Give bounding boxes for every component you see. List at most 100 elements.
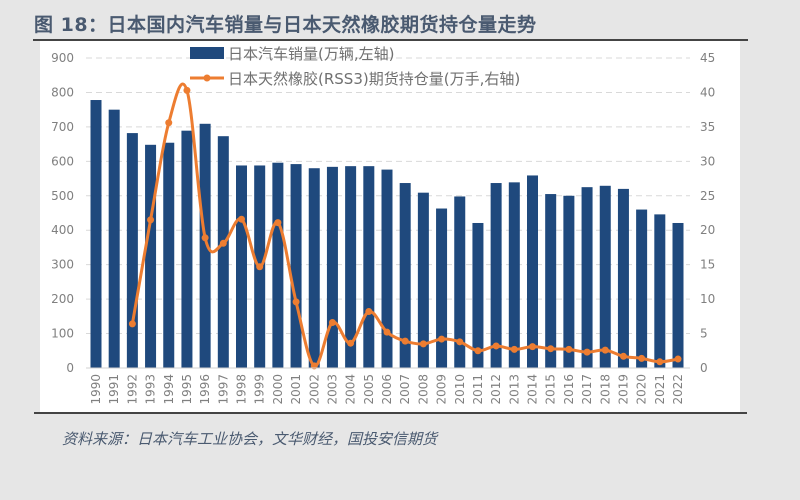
x-axis-tick: 2010 [453, 374, 467, 405]
line-marker [474, 347, 482, 355]
bar [654, 214, 666, 368]
bar [90, 100, 102, 369]
x-axis-tick: 2018 [598, 374, 612, 405]
line-marker [347, 339, 355, 347]
bar [636, 209, 648, 368]
bar [508, 182, 520, 368]
bar [472, 222, 484, 368]
line-marker [547, 345, 555, 353]
x-axis-tick: 1993 [144, 374, 158, 405]
x-axis-tick: 2016 [562, 374, 576, 405]
line-marker [383, 328, 391, 336]
legend-label-line: 日本天然橡胶(RSS3)期货持仓量(万手,右轴) [228, 70, 520, 88]
left-axis-tick: 200 [51, 292, 74, 306]
line-marker [565, 345, 573, 353]
x-axis-tick: 2013 [507, 374, 521, 405]
left-axis-tick: 900 [51, 51, 74, 65]
line-marker [365, 308, 373, 316]
right-axis-tick: 15 [700, 258, 715, 272]
right-axis-tick: 20 [700, 223, 715, 237]
legend-marker [203, 74, 211, 82]
bar [108, 109, 120, 369]
line-marker [510, 345, 518, 353]
bar [126, 133, 138, 368]
right-axis-tick: 35 [700, 120, 715, 134]
line-marker [219, 239, 227, 247]
x-axis-tick: 2000 [271, 374, 285, 405]
x-axis-tick: 1991 [107, 374, 121, 405]
x-axis-tick: 2007 [398, 374, 412, 405]
left-axis-tick: 300 [51, 258, 74, 272]
bar [599, 185, 611, 368]
line-marker [456, 338, 464, 346]
bar [326, 166, 338, 368]
left-axis-tick: 500 [51, 189, 74, 203]
line-marker [492, 342, 500, 350]
line-marker [419, 340, 427, 348]
x-axis-tick: 2012 [489, 374, 503, 405]
bar [199, 123, 211, 369]
left-axis-tick: 600 [51, 154, 74, 168]
x-axis-tick: 2011 [471, 374, 485, 405]
line-marker [328, 319, 336, 327]
bar [490, 183, 502, 368]
x-axis-tick: 2014 [526, 374, 540, 405]
legend: 日本汽车销量(万辆,左轴) 日本天然橡胶(RSS3)期货持仓量(万手,右轴) [190, 45, 520, 88]
left-axis-tick: 700 [51, 120, 74, 134]
bar [581, 187, 593, 368]
bar [454, 196, 466, 368]
left-axis-tick: 400 [51, 223, 74, 237]
bar [399, 183, 411, 368]
line-marker [583, 348, 591, 356]
bar [145, 144, 157, 368]
x-axis-tick: 2022 [671, 374, 685, 405]
line-marker [256, 263, 264, 271]
x-axis-tick: 1990 [89, 374, 103, 405]
source-note: 资料来源：日本汽车工业协会，文华财经，国投安信期货 [62, 430, 438, 448]
line-marker [619, 352, 627, 360]
line-marker [656, 358, 664, 366]
line-marker [674, 355, 682, 363]
x-axis-tick: 2008 [416, 374, 430, 405]
right-axis-tick: 30 [700, 154, 715, 168]
bar [617, 188, 629, 368]
x-axis-tick: 2019 [616, 374, 630, 405]
bar [181, 130, 193, 368]
bar [672, 222, 684, 368]
left-axis-tick: 800 [51, 85, 74, 99]
x-axis-tick: 2017 [580, 374, 594, 405]
x-axis-tick: 2005 [362, 374, 376, 405]
line-marker [638, 354, 646, 362]
x-axis-tick: 1994 [162, 374, 176, 405]
bar [563, 195, 575, 368]
line-marker [438, 335, 446, 343]
x-axis-tick: 2015 [544, 374, 558, 405]
right-axis-tick: 25 [700, 189, 715, 203]
bar [345, 166, 357, 368]
x-axis-tick: 2021 [653, 374, 667, 405]
x-axis-tick: 2001 [289, 374, 303, 405]
line-marker [529, 343, 536, 351]
legend-label-bar: 日本汽车销量(万辆,左轴) [228, 45, 394, 63]
bar [436, 208, 448, 368]
line-marker [292, 298, 300, 306]
legend-swatch-bar [190, 47, 224, 59]
right-axis-tick: 0 [700, 361, 708, 375]
right-axis-tick: 10 [700, 292, 715, 306]
line-marker [201, 234, 209, 242]
x-axis-tick: 1997 [216, 374, 230, 405]
figure-title: 图 18：日本国内汽车销量与日本天然橡胶期货持仓量走势 [34, 14, 537, 36]
x-axis-tick: 2020 [635, 374, 649, 405]
x-axis-tick: 2009 [435, 374, 449, 405]
left-axis-tick: 100 [51, 327, 74, 341]
line-marker [274, 219, 282, 227]
x-axis-tick: 1992 [125, 374, 139, 405]
line-marker [601, 346, 609, 354]
bar [417, 192, 429, 368]
line-marker [238, 215, 245, 223]
line-marker [147, 216, 155, 224]
bar [236, 165, 247, 368]
line-marker [183, 86, 191, 94]
x-axis-tick: 2004 [344, 374, 358, 405]
